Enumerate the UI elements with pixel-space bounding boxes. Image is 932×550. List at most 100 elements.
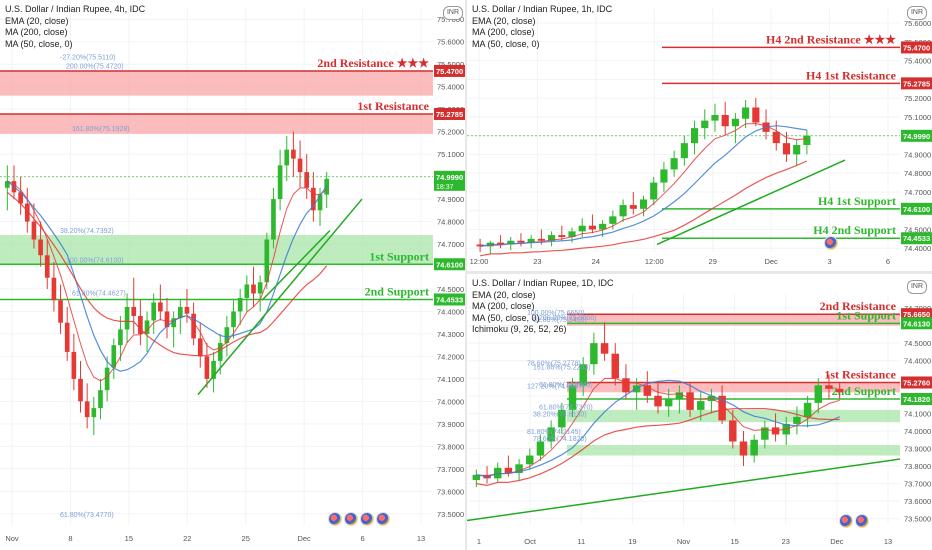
trendline [197, 198, 363, 396]
y-tick-label: 74.4000 [904, 357, 931, 366]
y-tick-label: 75.4000 [437, 83, 464, 92]
candle-body [680, 143, 688, 159]
x-tick-label: 23 [782, 537, 790, 546]
x-tick-label: Nov [677, 537, 691, 546]
candle-body [629, 205, 637, 209]
candle-body [24, 203, 30, 222]
candle-body [600, 343, 609, 354]
flag-icon[interactable] [855, 514, 869, 528]
y-tick-label: 74.4000 [437, 307, 464, 316]
x-tick-label: Dec [764, 257, 778, 266]
candle-body [650, 182, 658, 200]
support-level-label: 1st Support [836, 308, 896, 322]
price-tag [434, 293, 465, 306]
resistance-zone [0, 113, 433, 134]
h4-chart[interactable]: 75.700075.600075.500075.400075.300075.20… [0, 0, 465, 550]
x-tick-label: 23 [533, 257, 541, 266]
x-tick-label: 13 [417, 534, 425, 543]
flag-icon[interactable] [376, 512, 390, 526]
d1-currency-badge[interactable]: INR [907, 280, 927, 294]
candle-body [124, 306, 130, 330]
candle-body [782, 143, 791, 155]
panel-divider-horizontal [467, 271, 932, 274]
h1-event-flags[interactable] [824, 236, 838, 250]
y-tick-label: 75.2000 [437, 128, 464, 137]
candle-body [579, 364, 587, 386]
candle-body [825, 385, 833, 389]
h1-chart-panel[interactable]: 75.600075.500075.400075.300075.200075.10… [467, 0, 932, 271]
ma200-line [6, 191, 328, 357]
candle-body [654, 395, 662, 407]
fib-label: 100.00%(74.6100) [66, 257, 124, 264]
candle-body [151, 302, 157, 321]
candle-body [588, 225, 597, 230]
d1-chart-panel[interactable]: 74.700074.600074.500074.400074.300074.20… [467, 274, 932, 550]
y-tick-label: 73.5000 [437, 510, 464, 519]
y-tick-label: 73.6000 [437, 487, 464, 496]
candle-body [304, 172, 310, 188]
flag-icon[interactable] [824, 236, 838, 250]
y-tick-label: 73.6000 [904, 497, 931, 506]
flag-icon[interactable] [344, 512, 358, 526]
x-tick-label: 29 [709, 257, 717, 266]
h4-currency-badge[interactable]: INR [443, 6, 463, 20]
candle-body [761, 427, 769, 440]
support-level-label: H4 1st Support [818, 194, 896, 208]
resistance-level-label: 2nd Resistance [820, 299, 897, 313]
price-tag-label: 74.1820 [903, 395, 930, 404]
flag-icon[interactable] [839, 514, 853, 528]
h4-chart-panel[interactable]: 75.700075.600075.500075.400075.300075.20… [0, 0, 465, 550]
fib-label: 200.00%(75.4720) [66, 63, 124, 70]
x-tick-label: 6 [360, 534, 364, 543]
candle-body [731, 118, 739, 127]
y-tick-label: 74.0000 [904, 427, 931, 436]
price-tag [901, 317, 932, 330]
ma50-line [6, 180, 328, 372]
h1-currency-badge[interactable]: INR [907, 6, 927, 20]
price-tag [434, 64, 465, 77]
candle-body [257, 282, 263, 294]
y-tick-label: 74.8000 [437, 218, 464, 227]
resistance-zone [0, 70, 433, 96]
price-tag-label: 75.2760 [903, 378, 930, 387]
flag-icon[interactable] [328, 512, 342, 526]
candle-body [578, 225, 586, 232]
candle-body [177, 306, 183, 319]
ma200-line [479, 160, 808, 257]
y-tick-label: 74.0000 [437, 397, 464, 406]
candle-body [686, 392, 694, 410]
d1-chart[interactable]: 74.700074.600074.500074.400074.300074.20… [467, 274, 932, 550]
candle-body [4, 181, 10, 188]
price-tag-label: 75.2785 [903, 79, 930, 88]
h1-chart[interactable]: 75.600075.500075.400075.300075.200075.10… [467, 0, 932, 271]
candle-body [752, 107, 760, 123]
last-price-countdown: 18:37 [436, 184, 454, 191]
y-tick-label: 74.7000 [437, 240, 464, 249]
x-tick-label: 8 [68, 534, 72, 543]
candle-body [91, 408, 97, 418]
h4-event-flags[interactable] [328, 512, 390, 526]
resistance-level-label: 2nd Resistance ★★★ [317, 56, 429, 70]
candle-body [739, 441, 748, 456]
candle-body [71, 351, 77, 379]
flag-icon[interactable] [360, 512, 374, 526]
candle-body [184, 306, 190, 314]
candle-body [643, 385, 652, 396]
candle-body [496, 242, 505, 245]
d1-event-flags[interactable] [839, 514, 869, 528]
x-tick-label: Dec [830, 537, 844, 546]
ema-line [480, 122, 807, 247]
price-tag-label: 75.4700 [903, 43, 930, 52]
last-price-tag [901, 129, 932, 142]
candle-body [632, 385, 641, 393]
candle-body [78, 378, 83, 402]
trendline [656, 159, 846, 246]
y-tick-label: 74.9000 [437, 195, 464, 204]
candle-body [64, 322, 70, 352]
x-tick-label: 22 [183, 534, 191, 543]
candle-body [291, 149, 296, 159]
support-level-label: 2nd Support [832, 384, 896, 398]
candle-body [803, 402, 812, 417]
y-tick-label: 74.1000 [437, 375, 464, 384]
y-tick-label: 74.9000 [904, 150, 931, 159]
